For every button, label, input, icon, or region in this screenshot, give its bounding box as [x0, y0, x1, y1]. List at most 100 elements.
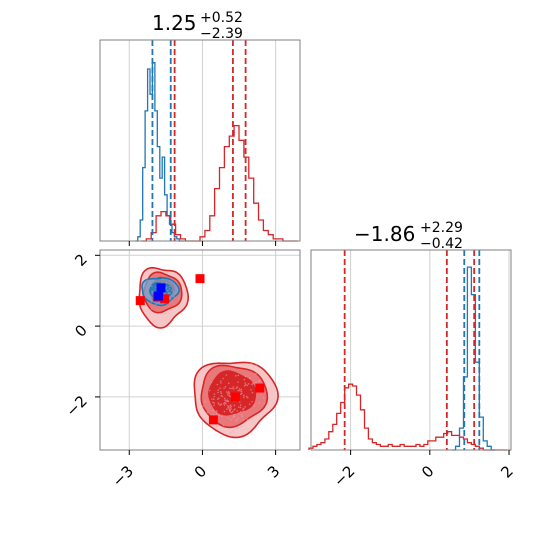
sample-point	[236, 386, 239, 388]
sample-point	[218, 414, 220, 417]
sample-point	[217, 391, 219, 394]
sample-point	[243, 378, 246, 381]
sample-point	[222, 424, 225, 427]
sample-point	[238, 412, 240, 415]
sample-point	[202, 405, 204, 407]
sample-point	[168, 292, 170, 294]
x-tick-label: 0	[191, 462, 210, 481]
sample-point	[223, 404, 226, 406]
red-marker	[160, 294, 170, 304]
histogram-blue	[451, 266, 496, 451]
red-marker	[230, 392, 240, 402]
sample-point	[242, 408, 244, 411]
sample-point	[243, 407, 245, 410]
sample-point	[229, 406, 232, 409]
sample-point	[244, 383, 247, 386]
sample-point	[242, 394, 245, 397]
sample-point	[242, 410, 244, 412]
sample-point	[244, 375, 247, 378]
sample-point	[173, 296, 176, 298]
sample-point	[233, 413, 235, 416]
sample-point	[148, 295, 151, 298]
sample-point	[150, 285, 153, 287]
red-marker	[135, 296, 145, 306]
quantile-line-layer	[151, 40, 481, 450]
sample-point	[223, 402, 225, 405]
sample-point	[229, 404, 232, 406]
sample-point	[239, 389, 241, 392]
red-marker	[208, 415, 218, 425]
sample-point	[229, 432, 232, 434]
sample-point	[213, 393, 216, 395]
sample-point	[220, 394, 222, 397]
sample-point	[164, 312, 167, 314]
sample-point	[211, 398, 213, 400]
sample-point	[210, 381, 213, 384]
sample-point	[226, 399, 228, 401]
sample-point	[170, 277, 173, 280]
sample-point	[255, 372, 257, 375]
sample-point	[258, 380, 260, 383]
sample-point	[235, 387, 238, 389]
sample-point	[228, 408, 230, 410]
sample-point	[228, 409, 231, 412]
sample-point	[217, 402, 220, 404]
sample-point	[151, 293, 154, 295]
sample-point	[204, 400, 207, 403]
sample-point	[236, 410, 239, 412]
sample-point	[255, 381, 257, 384]
sample-point	[222, 377, 224, 380]
red-marker	[255, 383, 265, 393]
sample-point	[245, 395, 248, 398]
sample-point	[165, 288, 167, 290]
sample-point	[151, 290, 153, 293]
sample-point	[174, 292, 176, 295]
sample-point	[225, 400, 227, 402]
x-tick-label: −2	[330, 462, 358, 490]
sample-point	[226, 392, 229, 394]
axes-frame	[99, 39, 301, 242]
axes-frame	[99, 249, 301, 451]
sample-point	[225, 402, 227, 405]
marginal-y-title: −1.86 +2.29 −0.42	[354, 220, 463, 252]
sample-point	[252, 382, 254, 385]
sample-point	[229, 395, 232, 398]
sample-point	[225, 391, 228, 393]
sample-point	[161, 278, 164, 280]
sample-point	[229, 387, 231, 390]
sample-point	[223, 397, 226, 400]
sample-point	[227, 382, 230, 385]
sample-point	[215, 412, 218, 415]
sample-point	[218, 403, 220, 406]
y-tick-label: 2	[71, 250, 90, 269]
sample-point	[238, 406, 240, 408]
blue-marker	[154, 291, 164, 301]
sample-point	[232, 388, 235, 390]
sample-point	[231, 387, 233, 390]
sample-point	[221, 395, 224, 398]
sample-point	[230, 411, 233, 414]
sample-point	[165, 282, 167, 284]
sample-point	[240, 414, 243, 416]
sample-point	[213, 404, 215, 407]
sample-point	[220, 403, 223, 405]
histogram-red	[141, 124, 298, 242]
sample-point	[236, 427, 239, 429]
sample-point	[220, 382, 222, 384]
title-minus: −2.39	[200, 26, 243, 42]
sample-point	[202, 418, 205, 420]
sample-point	[230, 408, 232, 410]
x-tick-label: 3	[264, 462, 283, 481]
sample-point	[241, 415, 244, 418]
title-plus: +2.29	[420, 220, 463, 236]
sample-point	[247, 383, 250, 385]
y-tick-label: −2	[62, 392, 90, 420]
sample-point	[251, 391, 254, 394]
sample-point	[239, 410, 242, 413]
sample-point	[239, 404, 242, 406]
sample-point	[212, 410, 214, 412]
blue-marker	[156, 283, 166, 293]
y-tick-label: 0	[71, 321, 90, 340]
sample-point	[227, 404, 229, 407]
